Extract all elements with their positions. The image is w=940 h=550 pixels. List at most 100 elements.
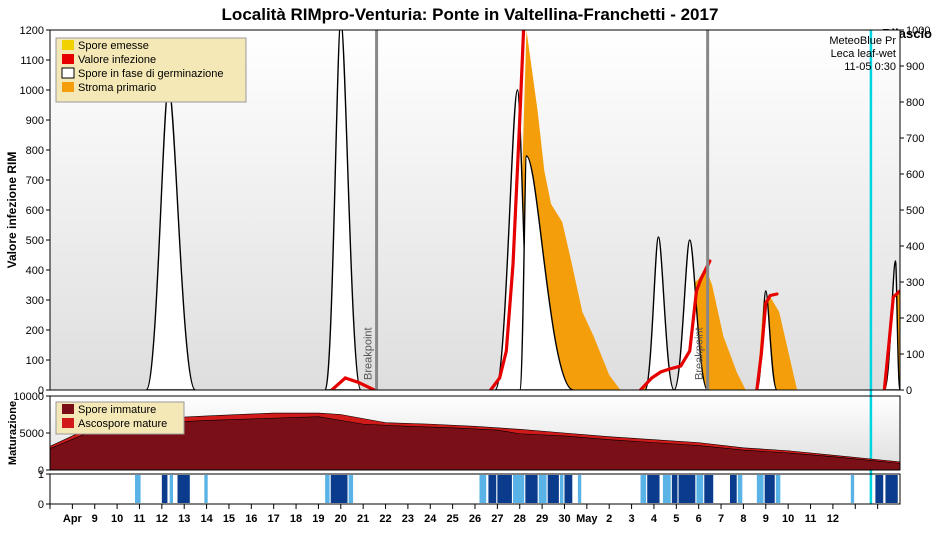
x-tick-label: 4 [651, 513, 658, 525]
rain-bar [135, 475, 141, 503]
y-tick-label: 200 [26, 325, 44, 337]
y-tick-label: 800 [26, 145, 44, 157]
rain-bar [513, 475, 524, 503]
rain-ytick: 1 [38, 469, 44, 481]
x-tick-label: 30 [558, 513, 570, 525]
mat-ytick: 5000 [20, 428, 44, 440]
chart-title: Località RIMpro-Venturia: Ponte in Valte… [222, 5, 719, 24]
annotation: 11-05 0:30 [844, 61, 896, 73]
annotation: MeteoBlue Pr [829, 35, 896, 47]
legend-swatch [62, 82, 74, 92]
x-tick-label: 6 [696, 513, 702, 525]
x-tick-label: 16 [245, 513, 257, 525]
x-tick-label: 25 [447, 513, 459, 525]
rain-bar [488, 475, 496, 503]
legend-label: Spore emesse [78, 40, 149, 52]
x-tick-label: 5 [673, 513, 679, 525]
x-tick-label: 23 [402, 513, 414, 525]
y-tick-label: 700 [26, 175, 44, 187]
y2-tick-label: 900 [906, 61, 924, 73]
legend-swatch [62, 404, 74, 414]
y-tick-label: 1200 [20, 25, 44, 37]
legend-label: Spore in fase di germinazione [78, 68, 224, 80]
rain-bar [178, 475, 190, 503]
x-tick-label: 24 [424, 513, 437, 525]
legend-swatch [62, 68, 74, 78]
rain-bar [696, 475, 703, 503]
rain-bar [325, 475, 329, 503]
x-tick-label: 26 [469, 513, 481, 525]
y2-tick-label: 600 [906, 169, 924, 181]
x-tick-label: 11 [134, 513, 146, 525]
x-tick-label: 10 [111, 513, 123, 525]
y-axis-label: Valore infezione RIM [5, 152, 19, 269]
legend-label: Ascospore mature [78, 418, 167, 430]
y2-tick-label: 0 [906, 385, 912, 397]
rain-bar [875, 475, 883, 503]
rain-bar [641, 475, 647, 503]
x-tick-label: 21 [357, 513, 369, 525]
legend-swatch [62, 418, 74, 428]
rain-bar [578, 475, 581, 503]
breakpoint-label: Breakpoint [363, 327, 375, 380]
x-tick-label: 28 [514, 513, 526, 525]
rain-bar [548, 475, 559, 503]
x-tick-label: Apr [63, 513, 83, 525]
rain-bar [204, 475, 207, 503]
rain-bar [704, 475, 713, 503]
rain-bar [730, 475, 737, 503]
legend-label: Spore immature [78, 404, 156, 416]
x-tick-label: 11 [805, 513, 817, 525]
rain-bar [647, 475, 659, 503]
y2-tick-label: 1000 [906, 25, 930, 37]
rain-bar [776, 475, 780, 503]
y2-tick-label: 300 [906, 277, 924, 289]
x-tick-label: 22 [379, 513, 391, 525]
y-tick-label: 1000 [20, 85, 44, 97]
y2-tick-label: 200 [906, 313, 924, 325]
y-tick-label: 300 [26, 295, 44, 307]
rain-bar [564, 475, 572, 503]
y2-tick-label: 400 [906, 241, 924, 253]
rain-bar [162, 475, 168, 503]
x-tick-label: May [576, 513, 598, 525]
rain-bar [765, 475, 775, 503]
x-tick-label: 20 [335, 513, 347, 525]
x-tick-label: 29 [536, 513, 548, 525]
y2-tick-label: 700 [906, 133, 924, 145]
rain-bar [539, 475, 547, 503]
legend-swatch [62, 54, 74, 64]
rain-bar [497, 475, 512, 503]
rain-bar [679, 475, 696, 503]
x-tick-label: 14 [200, 513, 213, 525]
y-tick-label: 500 [26, 235, 44, 247]
rain-bar [851, 475, 854, 503]
x-tick-label: 12 [827, 513, 839, 525]
rain-bar [885, 475, 897, 503]
x-tick-label: 19 [312, 513, 324, 525]
x-tick-label: 12 [156, 513, 168, 525]
rain-bar [525, 475, 537, 503]
rain-bar [170, 475, 173, 503]
y-tick-label: 100 [26, 355, 44, 367]
rain-bar [672, 475, 678, 503]
mat-ylabel: Maturazione [7, 401, 19, 465]
rain-bar [331, 475, 348, 503]
y-tick-label: 400 [26, 265, 44, 277]
y-tick-label: 1100 [20, 55, 44, 67]
rain-bar [560, 475, 563, 503]
rimpro-chart: Località RIMpro-Venturia: Ponte in Valte… [0, 0, 940, 550]
y-tick-label: 600 [26, 205, 44, 217]
legend-label: Stroma primario [78, 82, 156, 94]
rain-bar [479, 475, 486, 503]
y2-tick-label: 800 [906, 97, 924, 109]
annotation: Leca leaf-wet [831, 48, 896, 60]
x-tick-label: 27 [491, 513, 503, 525]
legend-label: Valore infezione [78, 54, 156, 66]
x-tick-label: 18 [290, 513, 302, 525]
rain-bar [349, 475, 353, 503]
legend-swatch [62, 40, 74, 50]
x-tick-label: 9 [763, 513, 769, 525]
x-tick-label: 2 [606, 513, 612, 525]
x-tick-label: 10 [782, 513, 794, 525]
